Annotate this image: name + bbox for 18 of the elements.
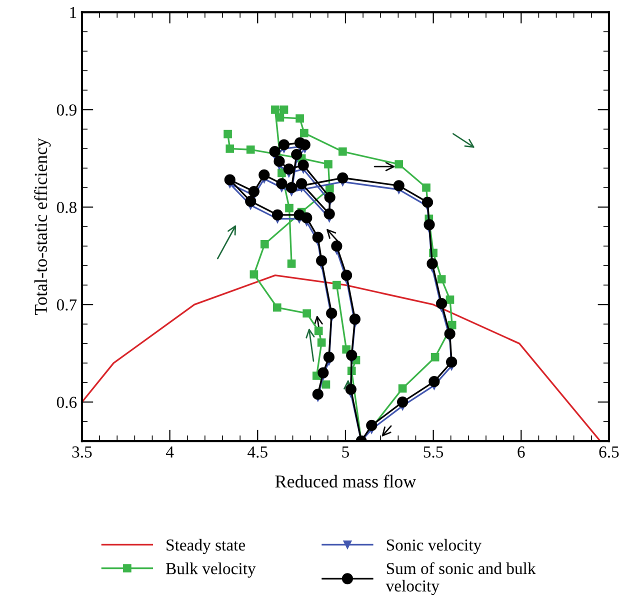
legend-label: Sonic velocity (386, 538, 482, 554)
y-tick-label: 1 (70, 6, 76, 18)
x-tick-label: 4 (166, 446, 174, 458)
y-tick-label: 0.7 (56, 299, 77, 311)
x-tick-label: 5 (342, 446, 349, 458)
y-tick-label: 0.8 (56, 202, 76, 214)
legend-label: Steady state (166, 538, 246, 554)
x-axis-title: Reduced mass flow (275, 474, 416, 488)
x-tick-label: 3.5 (72, 446, 92, 458)
legend-label: Sum of sonic and bulk velocity (386, 562, 536, 595)
legend-label: Bulk velocity (166, 562, 256, 578)
y-tick-label: 0.9 (56, 104, 76, 116)
y-tick-label: 0.6 (56, 396, 77, 408)
y-axis-title: Total-to-static efficiency (34, 138, 51, 315)
x-tick-label: 6 (518, 446, 525, 458)
x-tick-label: 6.5 (599, 446, 619, 458)
x-tick-label: 4.5 (248, 446, 268, 458)
x-tick-label: 5.5 (424, 446, 444, 458)
